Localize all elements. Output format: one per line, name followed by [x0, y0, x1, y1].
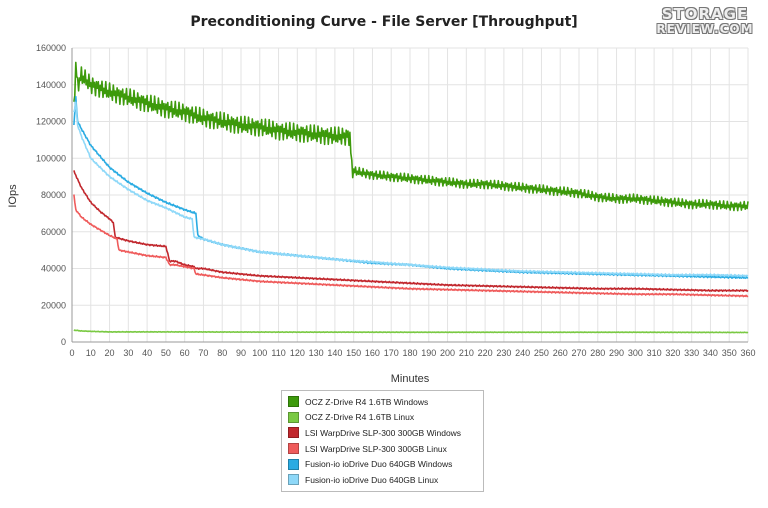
x-tick-label: 180	[402, 348, 417, 358]
gridlines	[71, 47, 749, 343]
series-line-5	[73, 95, 749, 280]
legend-swatch	[288, 411, 299, 423]
x-tick-label: 210	[459, 348, 474, 358]
series-line-1	[73, 61, 749, 212]
x-tick-label: 130	[309, 348, 324, 358]
x-axis-title: Minutes	[391, 373, 430, 385]
x-tick-label: 310	[647, 348, 662, 358]
logo-line-2: REVIEW.COM	[656, 22, 754, 36]
legend-label: Fusion-io ioDrive Duo 640GB Linux	[305, 474, 439, 485]
series-line-4	[73, 194, 749, 298]
x-tick-label: 10	[86, 348, 96, 358]
x-tick-label: 230	[496, 348, 511, 358]
legend-swatch	[288, 458, 299, 470]
x-tick-label: 100	[252, 348, 267, 358]
legend-item: Fusion-io ioDrive Duo 640GB Linux	[288, 472, 477, 488]
series-lines	[73, 61, 749, 334]
y-tick-label: 60000	[41, 227, 66, 237]
tick-labels: 0 20000 40000 60000 80000 100000 120000 140000 1…	[36, 43, 756, 358]
legend-swatch	[288, 427, 299, 439]
x-tick-label: 220	[478, 348, 493, 358]
series-line-2	[73, 329, 749, 334]
legend-item: OCZ Z-Drive R4 1.6TB Windows	[288, 394, 477, 410]
x-tick-label: 360	[740, 348, 755, 358]
x-tick-label: 90	[236, 348, 246, 358]
legend-label: LSI WarpDrive SLP-300 300GB Windows	[305, 427, 462, 438]
storagereview-logo: STORAGE REVIEW.COM	[650, 6, 760, 42]
x-tick-label: 340	[703, 348, 718, 358]
legend-label: Fusion-io ioDrive Duo 640GB Windows	[305, 459, 453, 470]
x-tick-label: 80	[217, 348, 227, 358]
series-line-6	[73, 101, 749, 278]
y-tick-label: 0	[61, 337, 66, 347]
legend-swatch	[288, 443, 299, 455]
y-tick-label: 20000	[41, 300, 66, 310]
x-tick-label: 50	[161, 348, 171, 358]
x-tick-label: 260	[553, 348, 568, 358]
legend-item: LSI WarpDrive SLP-300 300GB Linux	[288, 441, 477, 457]
x-tick-label: 290	[609, 348, 624, 358]
y-tick-label: 40000	[41, 264, 66, 274]
x-tick-label: 40	[142, 348, 152, 358]
x-tick-label: 270	[571, 348, 586, 358]
legend-label: OCZ Z-Drive R4 1.6TB Windows	[305, 396, 429, 407]
x-tick-label: 200	[440, 348, 455, 358]
x-tick-label: 170	[384, 348, 399, 358]
x-tick-label: 30	[123, 348, 133, 358]
x-tick-label: 110	[271, 348, 285, 358]
x-tick-label: 240	[515, 348, 530, 358]
x-tick-label: 320	[665, 348, 680, 358]
legend-item: OCZ Z-Drive R4 1.6TB Linux	[288, 410, 477, 426]
x-tick-label: 120	[290, 348, 305, 358]
y-tick-label: 80000	[41, 190, 66, 200]
x-tick-label: 280	[590, 348, 605, 358]
x-tick-label: 330	[684, 348, 699, 358]
x-tick-label: 0	[69, 348, 74, 358]
legend-item: LSI WarpDrive SLP-300 300GB Windows	[288, 425, 477, 441]
legend-label: OCZ Z-Drive R4 1.6TB Linux	[305, 412, 415, 423]
x-tick-label: 150	[346, 348, 361, 358]
x-tick-label: 350	[722, 348, 737, 358]
legend-label: LSI WarpDrive SLP-300 300GB Linux	[305, 443, 447, 454]
x-tick-label: 250	[534, 348, 549, 358]
x-tick-label: 140	[327, 348, 342, 358]
x-tick-label: 300	[628, 348, 643, 358]
y-axis-title: IOps	[7, 184, 19, 208]
y-tick-label: 100000	[36, 153, 66, 163]
y-tick-label: 160000	[36, 43, 66, 53]
logo-line-1: STORAGE	[661, 5, 749, 23]
x-tick-label: 160	[365, 348, 380, 358]
x-tick-label: 190	[421, 348, 436, 358]
legend-swatch	[288, 474, 299, 486]
legend-swatch	[288, 396, 299, 408]
legend: OCZ Z-Drive R4 1.6TB Windows OCZ Z-Drive …	[281, 390, 484, 492]
y-tick-label: 120000	[36, 117, 66, 127]
x-tick-label: 20	[105, 348, 115, 358]
series-line-3	[73, 170, 749, 293]
chart-title: Preconditioning Curve - File Server [Thr…	[190, 14, 578, 30]
axes	[71, 48, 748, 343]
x-tick-label: 70	[198, 348, 208, 358]
y-tick-label: 140000	[36, 80, 66, 90]
legend-item: Fusion-io ioDrive Duo 640GB Windows	[288, 456, 477, 472]
x-tick-label: 60	[180, 348, 190, 358]
